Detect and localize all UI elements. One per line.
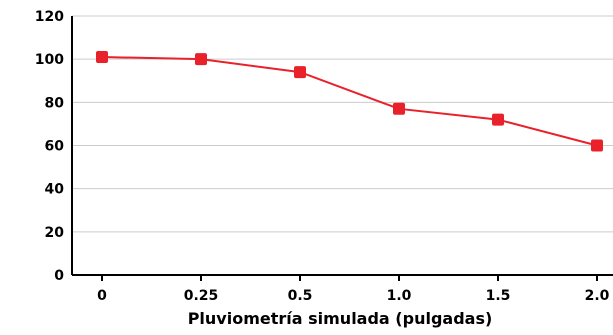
data-point-marker <box>591 139 603 152</box>
y-tick-label: 20 <box>45 225 65 241</box>
data-point-marker <box>492 113 504 126</box>
data-point-marker <box>96 51 108 64</box>
axes <box>71 16 613 281</box>
x-tick-label: 1.0 <box>387 288 412 304</box>
data-point-marker <box>195 53 207 66</box>
x-tick-label: 0.25 <box>184 288 219 304</box>
series-layer <box>96 51 603 152</box>
data-point-marker <box>294 66 306 79</box>
y-tick-labels: 0 20 40 60 80 100 120 <box>35 9 64 284</box>
x-tick-label: 2.0 <box>585 288 610 304</box>
x-tick-label: 1.5 <box>486 288 511 304</box>
x-tick-label: 0.5 <box>288 288 313 304</box>
grid-lines <box>72 15 613 233</box>
y-tick-label: 0 <box>54 268 64 284</box>
series-line <box>101 56 598 147</box>
x-tick-label: 0 <box>97 288 107 304</box>
x-tick-labels: 0 0.25 0.5 1.0 1.5 2.0 <box>97 288 610 304</box>
y-tick-label: 100 <box>35 52 64 68</box>
y-tick-label: 60 <box>45 139 65 155</box>
x-axis-title: Pluviometría simulada (pulgadas) <box>188 309 493 328</box>
y-tick-label: 80 <box>45 95 65 111</box>
y-tick-label: 40 <box>45 182 65 198</box>
y-tick-label: 120 <box>35 9 64 25</box>
data-point-marker <box>393 102 405 115</box>
